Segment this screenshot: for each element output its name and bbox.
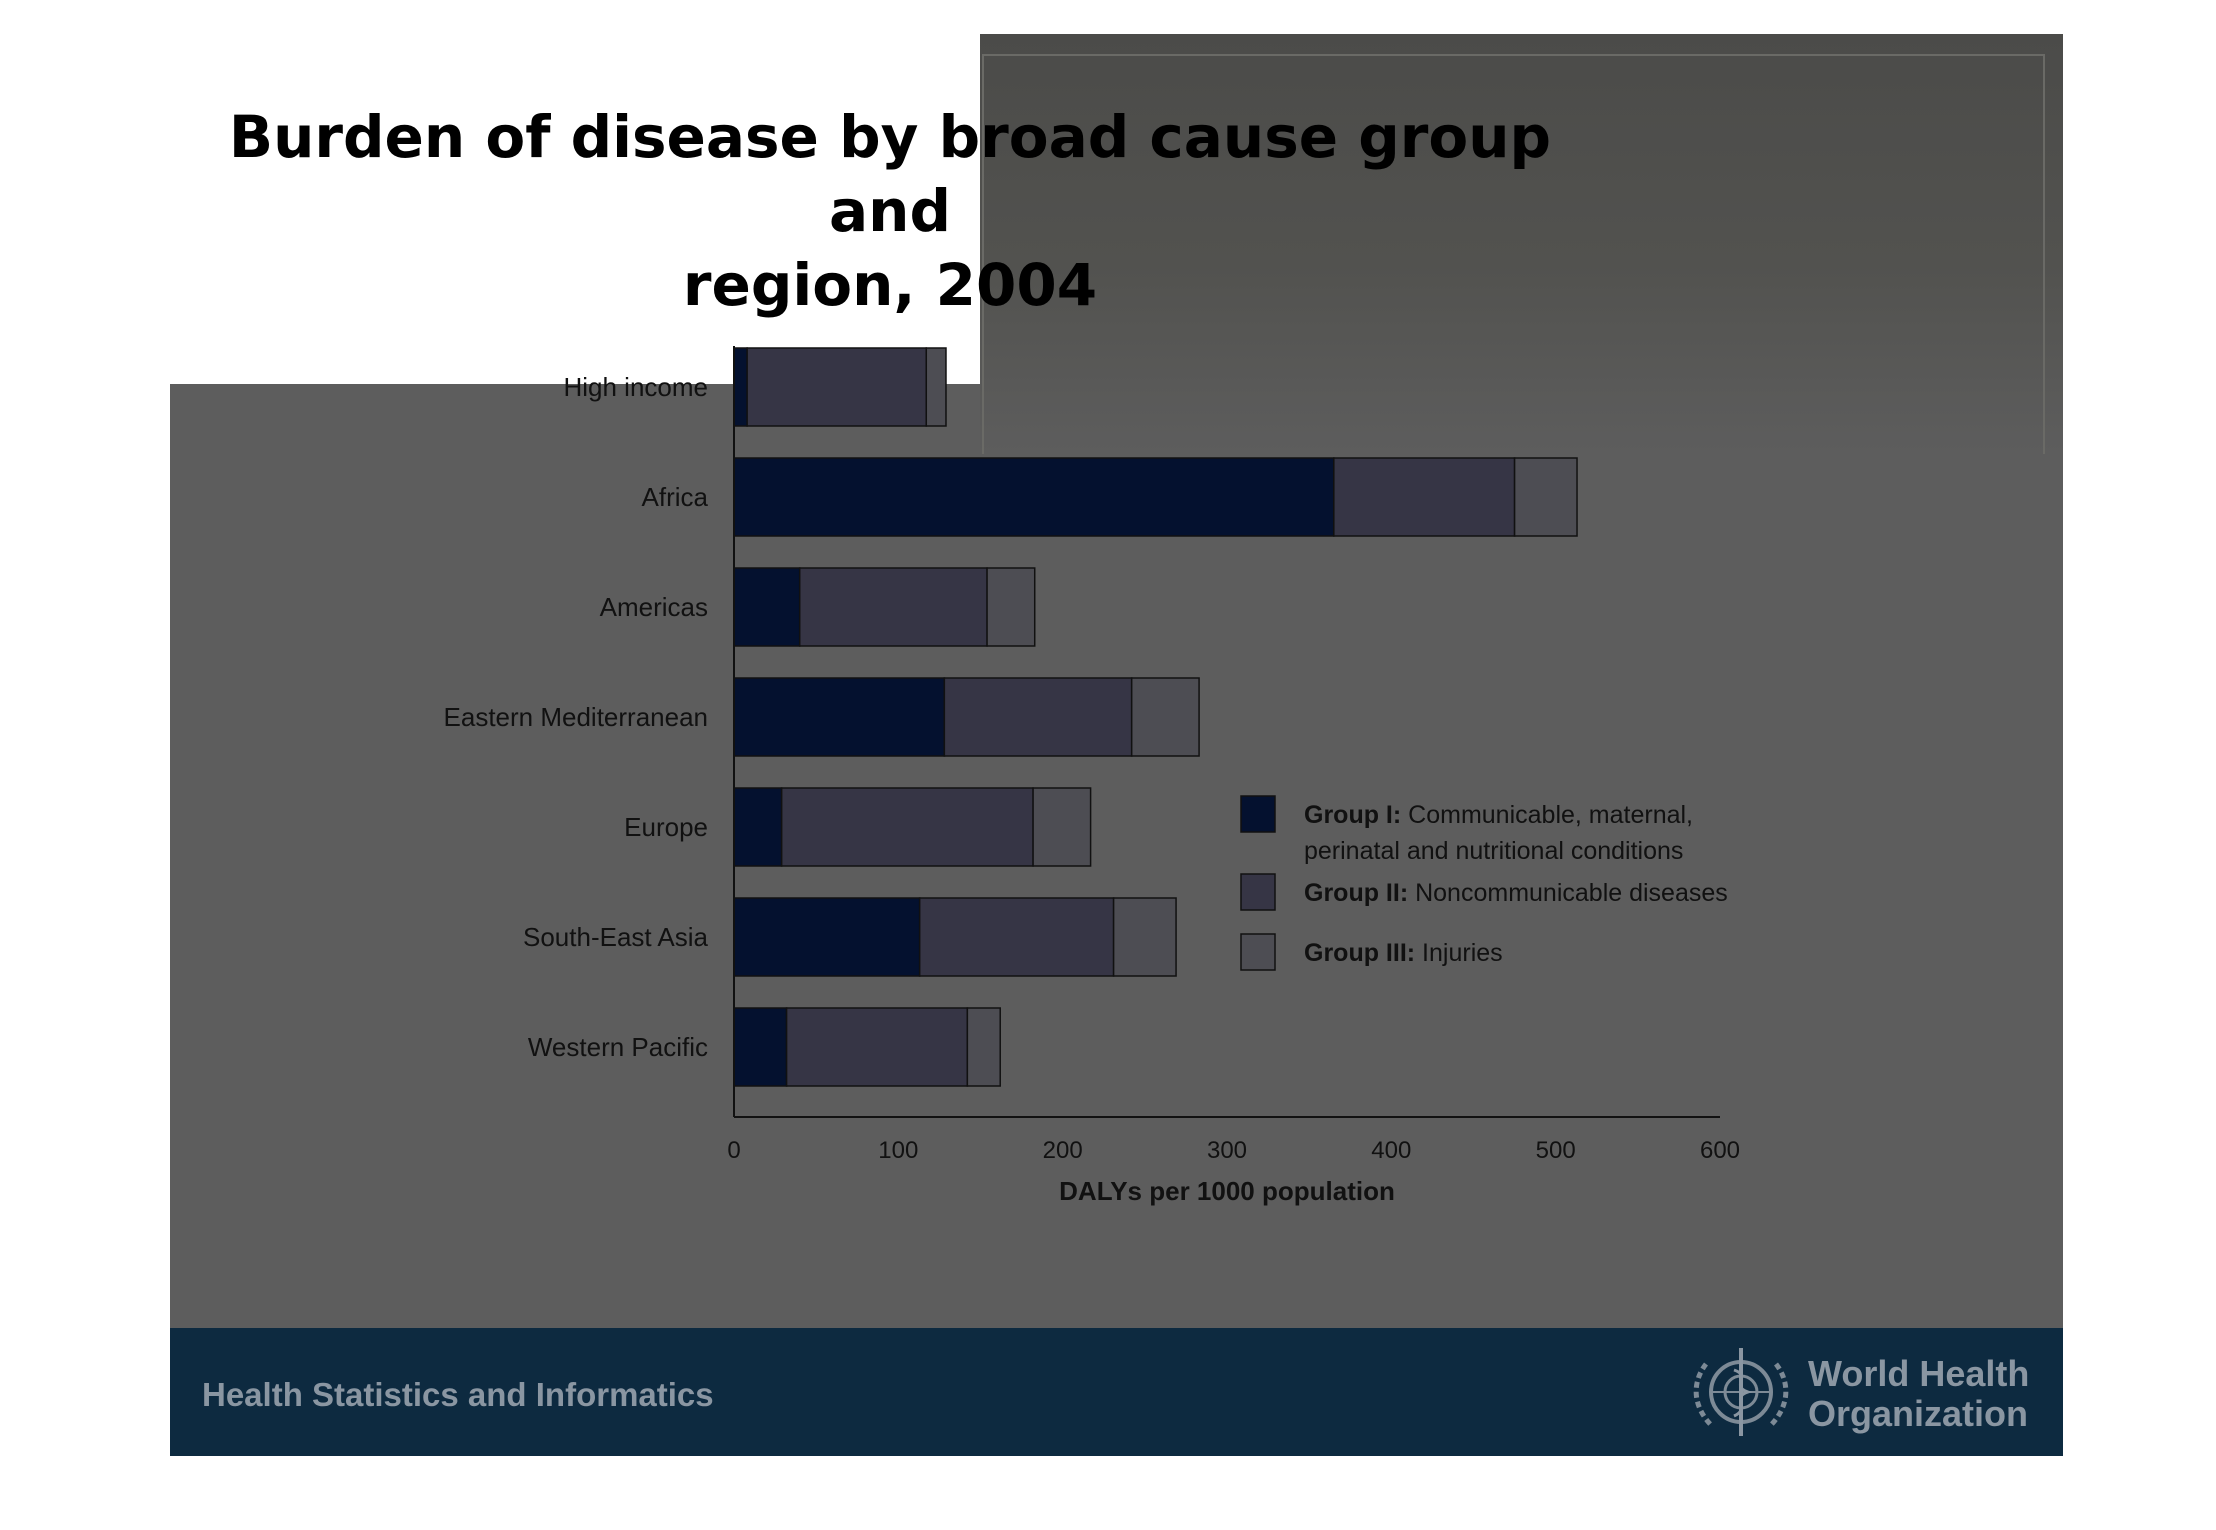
- who-emblem-icon: [1693, 1348, 1789, 1436]
- bar-segment-group1: [733, 1007, 788, 1087]
- legend: Group I: Communicable, maternal, perinata…: [1240, 795, 1728, 971]
- bar-segment-group2: [798, 567, 988, 647]
- category-label: South-East Asia: [523, 922, 709, 952]
- bar-segment-group3: [1032, 787, 1092, 867]
- footer-text: Health Statistics and Informatics: [202, 1376, 714, 1413]
- x-tick-label: 100: [878, 1137, 918, 1164]
- legend-label-group1-line-2: perinatal and nutritional conditions: [1304, 837, 1683, 865]
- category-labels: High income Africa Americas Eastern Mediter…: [444, 372, 709, 1062]
- bars-group: [733, 347, 1578, 1087]
- x-tick-label: 300: [1207, 1137, 1247, 1164]
- legend-swatch-group1: [1240, 795, 1276, 833]
- organization-name: World Health Organization: [1808, 1354, 2029, 1434]
- bar-segment-group1: [733, 567, 801, 647]
- category-label: Europe: [624, 812, 708, 842]
- bar-segment-group1: [733, 347, 748, 427]
- bar-segment-group3: [1112, 897, 1177, 977]
- bar-segment-group3: [966, 1007, 1001, 1087]
- footer-bar: Health Statistics and Informatics World …: [170, 1328, 2063, 1456]
- bar-segment-group1: [733, 897, 921, 977]
- title-line-1: Burden of disease by broad cause group a…: [228, 103, 1552, 245]
- organization-name-line-1: World Health: [1808, 1353, 2030, 1394]
- category-label: Americas: [600, 592, 708, 622]
- title-background: [170, 34, 980, 370]
- x-tick-labels: 0 100 200 300 400 500 600: [727, 1137, 1740, 1164]
- bar-segment-group2: [785, 1007, 969, 1087]
- category-label: Eastern Mediterranean: [444, 702, 708, 732]
- bar-segment-group1: [733, 787, 783, 867]
- legend-label-group3: Group III: Injuries: [1304, 939, 1503, 967]
- x-tick-label: 600: [1700, 1137, 1740, 1164]
- bar-segment-group3: [986, 567, 1036, 647]
- bar-segment-group3: [1130, 677, 1200, 757]
- x-tick-label: 200: [1043, 1137, 1083, 1164]
- legend-swatch-group2: [1240, 873, 1276, 911]
- bar-segment-group2: [918, 897, 1115, 977]
- slide-title: Burden of disease by broad cause group a…: [170, 100, 1610, 322]
- bar-segment-group2: [746, 347, 928, 427]
- slide-background: [170, 34, 2063, 1456]
- bar-segment-group1: [733, 457, 1335, 537]
- legend-label-group2: Group II: Noncommunicable diseases: [1304, 879, 1728, 907]
- category-label: Western Pacific: [528, 1032, 708, 1062]
- legend-label-group1: Group I: Communicable, maternal,: [1304, 801, 1693, 829]
- bar-segment-group3: [1513, 457, 1578, 537]
- x-tick-label: 400: [1371, 1137, 1411, 1164]
- x-tick-label: 0: [727, 1137, 740, 1164]
- category-label: High income: [563, 372, 708, 402]
- bar-segment-group2: [943, 677, 1133, 757]
- category-label: Africa: [642, 482, 709, 512]
- header-frame: [982, 54, 2045, 454]
- x-axis-title: DALYs per 1000 population: [1059, 1176, 1395, 1206]
- header-band: [980, 34, 2063, 454]
- bar-segment-group2: [1333, 457, 1516, 537]
- organization-name-line-2: Organization: [1808, 1393, 2029, 1434]
- legend-swatch-group3: [1240, 933, 1276, 971]
- bar-segment-group2: [780, 787, 1034, 867]
- bar-segment-group1: [733, 677, 946, 757]
- x-tick-label: 500: [1536, 1137, 1576, 1164]
- bar-segment-group3: [925, 347, 947, 427]
- title-line-2: region, 2004: [682, 251, 1098, 319]
